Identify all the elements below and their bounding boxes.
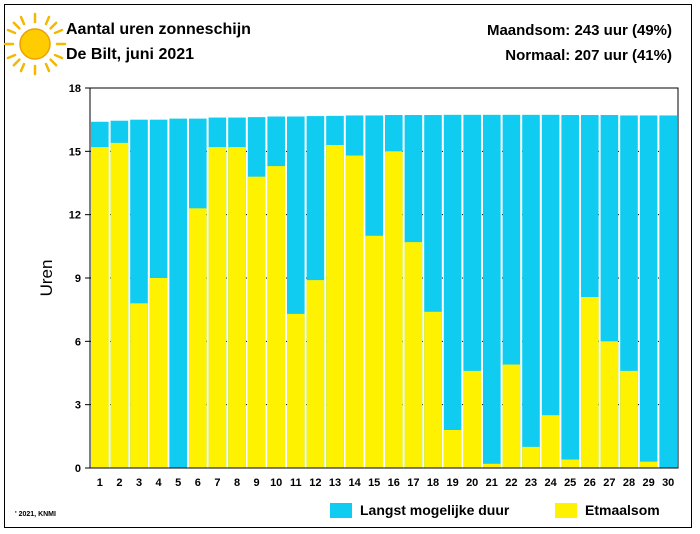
x-tick-label: 4 xyxy=(156,477,163,489)
legend-item-daily-sum: Etmaalsom xyxy=(555,500,660,520)
copyright-text: ' 2021, KNMI xyxy=(15,511,56,518)
bar-daily-sum xyxy=(228,147,246,468)
x-tick-label: 2 xyxy=(116,477,122,489)
bar-daily-sum xyxy=(385,151,403,469)
sun-icon xyxy=(3,12,67,76)
x-tick-label: 24 xyxy=(544,477,557,489)
x-tick-label: 7 xyxy=(214,477,220,489)
y-axis-label: Uren xyxy=(37,260,56,297)
x-tick-label: 1 xyxy=(97,477,103,489)
x-tick-label: 29 xyxy=(642,477,654,489)
x-tick-label: 19 xyxy=(446,477,458,489)
y-tick-label: 12 xyxy=(69,210,81,222)
y-tick-label: 0 xyxy=(75,463,81,475)
normal-text: Normaal: 207 uur (41%) xyxy=(505,47,672,64)
bar-daily-sum xyxy=(404,242,423,468)
bar-daily-sum xyxy=(189,208,207,469)
bar-daily-sum xyxy=(424,311,442,468)
bar-daily-sum xyxy=(326,145,344,468)
bar-daily-sum xyxy=(463,370,481,468)
bar-max-duration xyxy=(561,115,579,469)
legend-label-max-duration: Langst mogelijke duur xyxy=(360,502,510,518)
x-tick-label: 15 xyxy=(368,477,380,489)
bar-daily-sum xyxy=(110,142,129,468)
bar-max-duration xyxy=(659,115,677,468)
bar-max-duration xyxy=(443,114,462,469)
bar-daily-sum xyxy=(130,303,148,468)
bar-daily-sum xyxy=(620,370,638,468)
bar-daily-sum xyxy=(502,364,521,468)
x-tick-label: 3 xyxy=(136,477,142,489)
bar-max-duration xyxy=(169,118,187,468)
bar-daily-sum xyxy=(443,430,462,468)
x-tick-label: 30 xyxy=(662,477,674,489)
axes-frame xyxy=(89,87,679,469)
x-tick-label: 12 xyxy=(309,477,321,489)
x-tick-label: 21 xyxy=(486,477,498,489)
legend-item-max-duration: Langst mogelijke duur xyxy=(330,500,509,520)
legend-swatch-daily-sum xyxy=(555,502,577,518)
x-tick-label: 9 xyxy=(254,477,260,489)
bar-max-duration xyxy=(483,114,501,469)
x-tick-label: 23 xyxy=(525,477,537,489)
x-tick-label: 18 xyxy=(427,477,439,489)
bar-max-duration xyxy=(541,114,560,469)
bar-daily-sum xyxy=(365,235,383,468)
x-tick-label: 26 xyxy=(584,477,596,489)
bar-daily-sum xyxy=(483,463,501,468)
x-tick-label: 5 xyxy=(175,477,181,489)
bar-daily-sum xyxy=(247,176,266,468)
y-tick-label: 15 xyxy=(69,146,81,158)
bar-daily-sum xyxy=(541,415,560,468)
x-tick-label: 27 xyxy=(603,477,615,489)
x-tick-label: 25 xyxy=(564,477,576,489)
x-tick-label: 28 xyxy=(623,477,635,489)
chart-subtitle: De Bilt, juni 2021 xyxy=(66,46,195,63)
x-tick-label: 20 xyxy=(466,477,478,489)
x-tick-label: 17 xyxy=(407,477,419,489)
bar-daily-sum xyxy=(267,166,285,468)
y-tick-label: 3 xyxy=(75,400,81,412)
chart-title: Aantal uren zonneschijn xyxy=(66,21,251,38)
bar-daily-sum xyxy=(561,459,579,468)
y-tick-label: 18 xyxy=(69,83,81,95)
bar-daily-sum xyxy=(208,147,227,468)
month-sum-text: Maandsom: 243 uur (49%) xyxy=(486,22,672,39)
legend-label-daily-sum: Etmaalsom xyxy=(585,502,660,518)
bar-daily-sum xyxy=(345,155,364,469)
bar-daily-sum xyxy=(91,147,109,468)
bar-daily-sum xyxy=(149,278,168,468)
x-tick-label: 13 xyxy=(329,477,341,489)
bar-max-duration xyxy=(639,115,658,468)
y-tick-label: 9 xyxy=(75,273,81,285)
x-tick-label: 6 xyxy=(195,477,201,489)
bar-daily-sum xyxy=(306,280,325,468)
y-tick-label: 6 xyxy=(75,336,81,348)
x-tick-label: 11 xyxy=(290,477,302,489)
bar-daily-sum xyxy=(581,297,599,468)
bar-daily-sum xyxy=(287,313,305,468)
bar-daily-sum xyxy=(639,461,658,468)
legend-swatch-max-duration xyxy=(330,502,352,518)
bar-max-duration xyxy=(522,114,540,469)
x-tick-label: 22 xyxy=(505,477,517,489)
x-tick-label: 16 xyxy=(388,477,400,489)
x-tick-label: 10 xyxy=(270,477,282,489)
x-tick-label: 14 xyxy=(348,477,361,489)
bar-daily-sum xyxy=(522,446,540,468)
bar-daily-sum xyxy=(600,341,619,468)
x-tick-label: 8 xyxy=(234,477,240,489)
